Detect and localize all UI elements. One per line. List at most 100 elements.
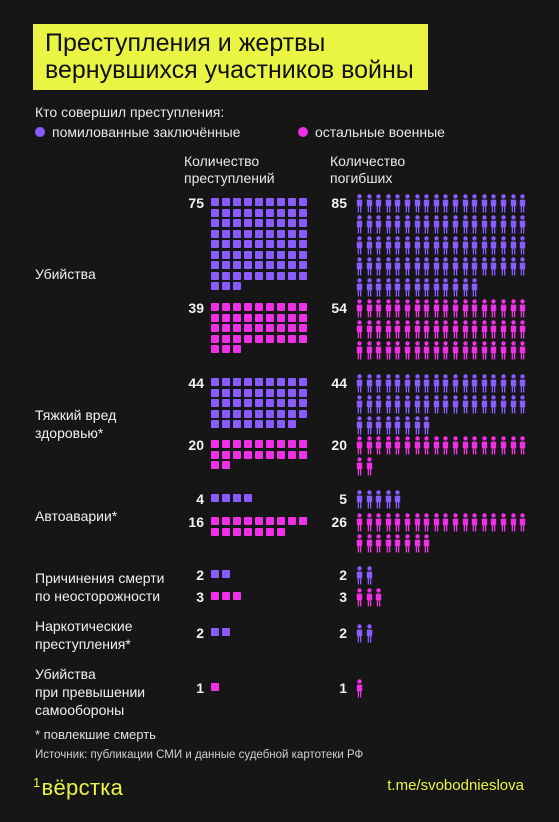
person-icon: [519, 257, 526, 276]
category-label-line: по неосторожности: [35, 588, 161, 604]
person-icon: [375, 320, 382, 339]
crime-square: [299, 229, 307, 238]
crime-square: [299, 334, 307, 343]
person-icon: [414, 416, 420, 435]
crime-square: [288, 250, 296, 259]
crime-square: [288, 208, 296, 217]
person-icon: [510, 236, 516, 255]
crime-square: [211, 494, 219, 502]
crime-square: [244, 229, 252, 238]
person-icon: [375, 416, 382, 435]
category-label-line: самообороны: [35, 702, 125, 718]
crime-square: [299, 388, 307, 397]
person-icon: [423, 320, 430, 339]
crime-square: [211, 198, 219, 206]
crime-square: [266, 324, 274, 332]
crime-square: [299, 261, 307, 269]
person-icon: [366, 257, 372, 276]
crime-square: [299, 324, 307, 332]
crime-square: [255, 440, 263, 448]
crime-square: [255, 208, 263, 217]
verstka-logo: 1вёрстка: [33, 775, 124, 800]
person-icon: [500, 395, 507, 414]
person-icon: [500, 257, 507, 276]
crime-square: [222, 628, 230, 636]
category-label-line: Тяжкий вред: [35, 407, 117, 423]
category-label-line: Убийства: [35, 666, 96, 682]
person-icon: [500, 320, 507, 339]
person-icon: [433, 374, 439, 393]
crime-square: [233, 409, 241, 418]
person-icon: [481, 341, 487, 360]
person-icon: [519, 341, 526, 360]
crime-square: [244, 334, 252, 343]
person-icon: [404, 374, 411, 393]
person-icon: [356, 490, 363, 509]
person-icon: [491, 513, 497, 532]
person-icon: [356, 566, 363, 585]
crime-square: [222, 527, 230, 536]
telegram-link[interactable]: t.me/svobodnieslova: [387, 777, 524, 794]
person-icon: [500, 513, 507, 532]
person-icon: [452, 374, 459, 393]
person-icon: [404, 395, 411, 414]
person-icon: [366, 490, 372, 509]
crime-square: [222, 494, 230, 502]
crime-square: [277, 198, 285, 206]
crime-square: [255, 250, 263, 259]
crime-square: [277, 517, 285, 525]
footnote: * повлекшие смерть: [35, 727, 156, 742]
person-icon: [500, 215, 507, 234]
person-icon: [510, 436, 516, 455]
crime-square: [222, 450, 230, 459]
crime-square: [244, 494, 252, 502]
crime-square: [255, 198, 263, 206]
person-icon: [462, 278, 468, 297]
person-icon: [404, 278, 411, 297]
person-icon: [356, 278, 363, 297]
person-icon: [375, 374, 382, 393]
crime-square: [288, 261, 296, 269]
legend-dot-prisoners: [35, 127, 45, 137]
deaths-value-label: 20: [331, 437, 347, 453]
crime-square: [277, 399, 285, 407]
person-icon: [519, 395, 526, 414]
crime-square: [244, 378, 252, 386]
person-icon: [491, 374, 497, 393]
person-icon: [404, 513, 411, 532]
crime-square: [211, 271, 219, 280]
person-icon: [356, 534, 363, 553]
crime-square: [233, 517, 241, 525]
crime-square: [211, 628, 219, 636]
crime-square: [211, 324, 219, 332]
person-icon: [443, 278, 449, 297]
person-icon: [404, 534, 411, 553]
crime-square: [211, 345, 219, 353]
person-icon: [366, 215, 372, 234]
crime-square: [255, 219, 263, 227]
person-icon: [443, 194, 449, 213]
crimes-value-label: 75: [188, 195, 204, 211]
person-icon: [462, 236, 468, 255]
crime-square: [211, 440, 219, 448]
crime-square: [233, 494, 241, 502]
person-icon: [414, 534, 420, 553]
crime-square: [288, 517, 296, 525]
crime-square: [211, 261, 219, 269]
person-icon: [443, 215, 449, 234]
crime-square: [266, 517, 274, 525]
crime-square: [211, 409, 219, 418]
crime-square: [277, 240, 285, 248]
person-icon: [356, 320, 363, 339]
crime-square: [299, 208, 307, 217]
person-icon: [462, 341, 468, 360]
crime-square: [222, 240, 230, 248]
crime-square: [222, 409, 230, 418]
person-icon: [481, 215, 487, 234]
crime-square: [255, 527, 263, 536]
crime-square: [299, 219, 307, 227]
crime-square: [299, 271, 307, 280]
crime-square: [266, 198, 274, 206]
crime-square: [233, 250, 241, 259]
crime-square: [244, 261, 252, 269]
